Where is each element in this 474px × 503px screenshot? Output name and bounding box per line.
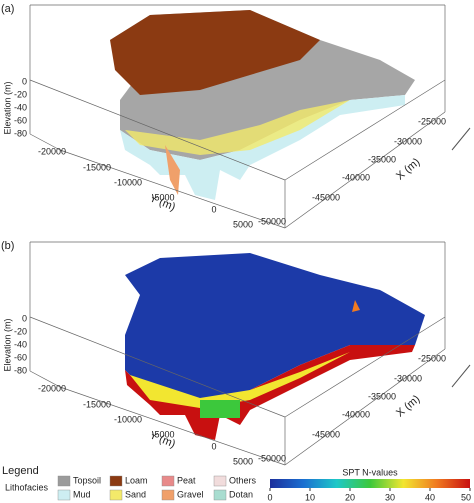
legend-label: Others [229, 475, 257, 485]
spt-model [125, 253, 425, 440]
box-edge [29, 79, 286, 181]
x-tick-label: -45000 [312, 192, 340, 202]
y-tick-label: 0 [211, 441, 216, 451]
legend-swatch [109, 475, 123, 487]
colorbar-tick-label: 40 [425, 492, 435, 502]
x-tick-label: -35000 [368, 154, 396, 164]
legend-label: Dotan [229, 489, 253, 499]
x-tick-label: -30000 [394, 136, 422, 146]
x-tick-label: -40000 [342, 409, 370, 419]
z-tick-label: -60 [14, 352, 27, 362]
legend-label: Sand [125, 489, 146, 499]
z-axis-title: Elevation (m) [2, 81, 12, 134]
z-tick-label: -80 [14, 128, 27, 138]
legend-swatch [213, 489, 227, 501]
x-tick-label: -50000 [258, 453, 286, 463]
panel-label: (b) [1, 240, 14, 252]
x-tick-label: -50000 [258, 216, 286, 226]
north-arrow [451, 127, 471, 151]
y-tick-label: 5000 [233, 219, 253, 229]
z-tick-label: -40 [14, 339, 27, 349]
x-tick-label: -35000 [368, 391, 396, 401]
y-tick-label: -20000 [38, 146, 66, 156]
legend-label: Topsoil [73, 475, 101, 485]
z-tick-label: -80 [14, 365, 27, 375]
legend-swatch [161, 475, 175, 487]
y-tick-label: -5000 [151, 429, 174, 439]
z-tick-label: -60 [14, 115, 27, 125]
legend-label: Peat [177, 475, 196, 485]
y-tick-label: -10000 [114, 414, 142, 424]
x-tick-label: -30000 [394, 373, 422, 383]
y-tick-label: -20000 [38, 383, 66, 393]
y-tick-label: -5000 [151, 192, 174, 202]
legend-swatch [213, 475, 227, 487]
legend-swatch [57, 475, 71, 487]
y-tick-label: 0 [211, 204, 216, 214]
colorbar-tick-label: 50 [461, 492, 471, 502]
panel-label: (a) [1, 3, 14, 15]
x-tick-label: -45000 [312, 429, 340, 439]
box-edge [29, 370, 61, 388]
lithofacies-model [110, 10, 415, 200]
legend-swatch [57, 489, 71, 501]
x-axis-title: X (m) [394, 156, 422, 182]
box-edge [284, 79, 446, 181]
legend-title: Legend [2, 465, 39, 477]
colorbar-tick-label: 10 [305, 492, 315, 502]
lithofacies-title: Lithofacies [5, 482, 49, 492]
box-edge [59, 386, 286, 466]
legend-swatch [109, 489, 123, 501]
z-tick-label: -40 [14, 102, 27, 112]
box-edge [284, 348, 446, 466]
y-tick-label: -15000 [83, 399, 111, 409]
x-axis-title: X (m) [394, 393, 422, 419]
colorbar-tick-label: 0 [267, 492, 272, 502]
north-arrow [451, 364, 471, 388]
box-edge [29, 133, 61, 151]
box-edge [59, 149, 286, 229]
z-tick-label: -20 [14, 326, 27, 336]
x-tick-label: -25000 [418, 353, 446, 363]
y-tick-label: 5000 [233, 456, 253, 466]
colorbar-title: SPT N-values [342, 467, 398, 477]
y-tick-label: -15000 [83, 162, 111, 172]
z-tick-label: 0 [22, 76, 27, 86]
legend-label: Loam [125, 475, 148, 485]
x-tick-label: -25000 [418, 116, 446, 126]
z-axis-title: Elevation (m) [2, 318, 12, 371]
box-edge [284, 111, 446, 229]
box-edge [284, 316, 446, 418]
box-edge [29, 316, 286, 418]
legend-swatch [161, 489, 175, 501]
colorbar [270, 479, 470, 488]
x-tick-label: -40000 [342, 172, 370, 182]
legend-label: Gravel [177, 489, 204, 499]
z-tick-label: 0 [22, 313, 27, 323]
colorbar-tick-label: 20 [345, 492, 355, 502]
z-tick-label: -20 [14, 89, 27, 99]
legend-label: Mud [73, 489, 91, 499]
y-tick-label: -10000 [114, 177, 142, 187]
colorbar-tick-label: 30 [385, 492, 395, 502]
